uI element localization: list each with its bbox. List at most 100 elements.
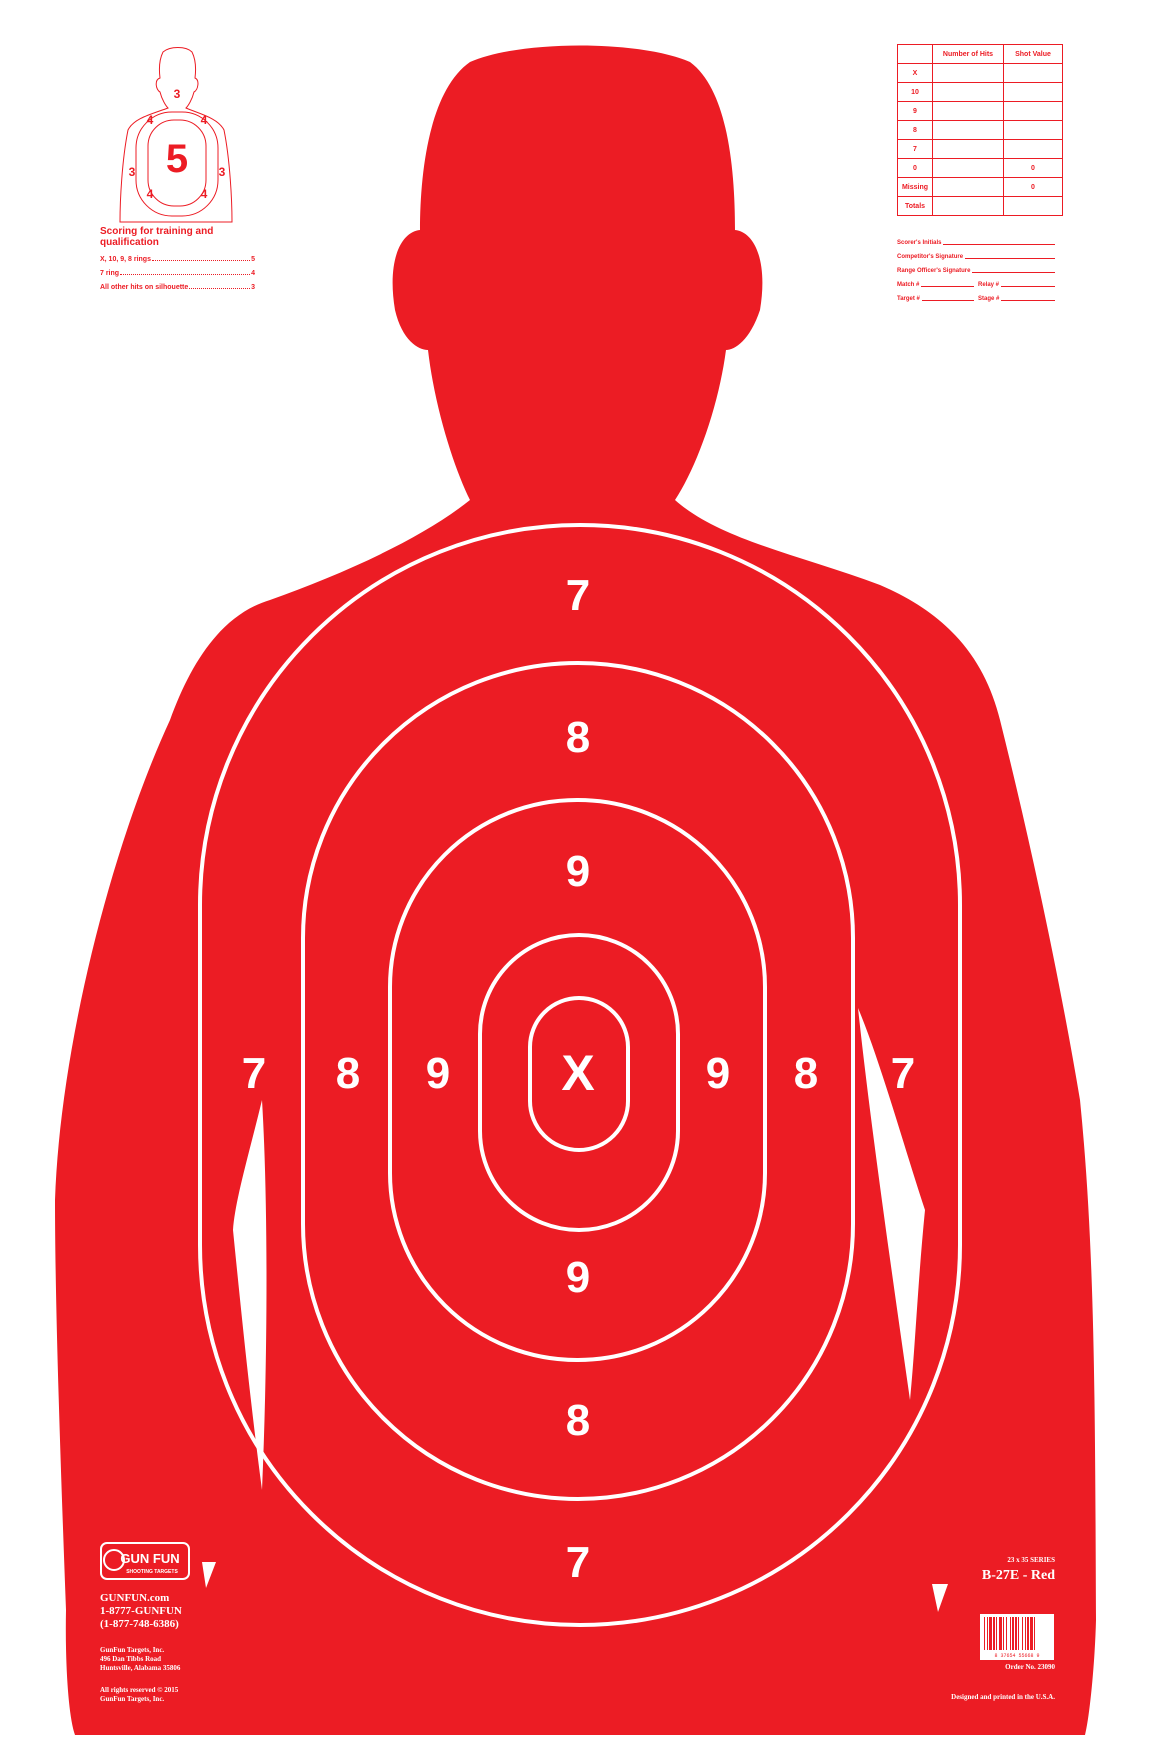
value-cell[interactable] — [1003, 82, 1063, 102]
row-label: Missing — [897, 177, 933, 197]
table-row: 10 — [897, 82, 1063, 102]
match-label: Match # — [897, 282, 920, 288]
row-label: 8 — [897, 120, 933, 140]
barcode-bar — [1003, 1617, 1004, 1650]
relay-line[interactable] — [1001, 286, 1055, 287]
barcode-bar — [984, 1617, 985, 1650]
arm-gap-left — [233, 1100, 267, 1490]
hits-cell[interactable] — [932, 196, 1004, 216]
legend-row-value: 3 — [251, 284, 255, 291]
hits-cell[interactable] — [932, 101, 1004, 121]
ring-label-9-bottom: 9 — [566, 1253, 590, 1302]
signature-block: Scorer's Initials Competitor's Signature… — [897, 232, 1055, 302]
value-cell[interactable] — [1003, 196, 1063, 216]
mini-label-shoulder-right: 4 — [201, 113, 208, 127]
legend-row-leader — [189, 284, 251, 289]
mini-label-top: 3 — [174, 87, 181, 101]
ring-9 — [388, 798, 767, 1362]
mini-label-hip-right: 4 — [201, 187, 208, 201]
ring-label-8-top: 8 — [566, 713, 590, 762]
barcode-bar — [987, 1617, 988, 1650]
sig-row-competitor: Competitor's Signature — [897, 246, 1055, 260]
value-cell[interactable] — [1003, 139, 1063, 159]
copyright: All rights reserved © 2015 GunFun Target… — [100, 1686, 178, 1704]
barcode-bar — [1025, 1617, 1026, 1650]
competitor-signature-label: Competitor's Signature — [897, 254, 964, 260]
row-label: 0 — [897, 158, 933, 178]
relay-label: Relay # — [978, 282, 1000, 288]
barcode-bars — [984, 1617, 1035, 1650]
logo-subtext: SHOOTING TARGETS — [126, 1569, 178, 1575]
gunfun-logo: GUN FUN SHOOTING TARGETS — [100, 1542, 190, 1580]
value-cell[interactable] — [1003, 120, 1063, 140]
match-line[interactable] — [921, 286, 974, 287]
ring-label-9-left: 9 — [426, 1049, 450, 1098]
ring-10 — [478, 933, 680, 1232]
value-cell[interactable] — [1003, 63, 1063, 83]
company-name: GunFun Targets, Inc. — [100, 1646, 165, 1654]
ring-label-8-right: 8 — [794, 1049, 818, 1098]
hits-cell[interactable] — [932, 82, 1004, 102]
table-row: 9 — [897, 101, 1063, 121]
sig-row-match-relay: Match # Relay # — [897, 274, 1055, 288]
mini-label-hip-left: 4 — [147, 187, 154, 201]
street-address: 496 Dan Tibbs Road — [100, 1655, 162, 1663]
series-label: 23 x 35 SERIES — [1007, 1556, 1055, 1564]
legend-row: All other hits on silhouette 3 — [100, 284, 255, 291]
row-label: 9 — [897, 101, 933, 121]
barcode-bar — [1022, 1617, 1023, 1650]
legend-row-value: 4 — [251, 270, 255, 277]
row-label: 7 — [897, 139, 933, 159]
made-in-usa: Designed and printed in the U.S.A. — [951, 1693, 1055, 1701]
barcode-bar — [1015, 1617, 1017, 1650]
ring-label-7-top: 7 — [566, 571, 590, 620]
arm-gap-right — [858, 1008, 925, 1400]
barcode-bar — [1027, 1617, 1029, 1650]
range-officer-signature-line[interactable] — [972, 272, 1055, 273]
row-label: Totals — [897, 196, 933, 216]
legend-row-leader — [151, 256, 251, 261]
barcode-bar — [1018, 1617, 1019, 1650]
score-table: Number of Hits Shot Value X 10 9 8 7 0 0… — [897, 44, 1063, 216]
stage-field: Stage # — [978, 296, 1055, 302]
table-row: Totals — [897, 196, 1063, 216]
mini-silhouette-outline — [119, 47, 233, 223]
hits-cell[interactable] — [932, 158, 1004, 178]
range-officer-signature-label: Range Officer's Signature — [897, 268, 971, 274]
stage-line[interactable] — [1001, 300, 1055, 301]
value-cell: 0 — [1003, 158, 1063, 178]
value-cell: 0 — [1003, 177, 1063, 197]
barcode-bar — [1012, 1617, 1014, 1650]
value-cell[interactable] — [1003, 101, 1063, 121]
website-link[interactable]: GUNFUN.com — [100, 1592, 170, 1604]
mini-label-center: 5 — [166, 137, 188, 181]
header-number-of-hits: Number of Hits — [932, 44, 1004, 64]
barcode-bar — [999, 1617, 1002, 1650]
ring-7 — [198, 523, 962, 1627]
silhouette-body — [55, 45, 1096, 1735]
logo-crosshair-icon — [103, 1549, 125, 1571]
ring-label-x: X — [561, 1045, 594, 1101]
row-label: 10 — [897, 82, 933, 102]
legend-row: 7 ring 4 — [100, 270, 255, 277]
competitor-signature-line[interactable] — [965, 258, 1055, 259]
sig-row-range-officer: Range Officer's Signature — [897, 260, 1055, 274]
target-line[interactable] — [921, 300, 974, 301]
ring-8 — [301, 661, 855, 1501]
row-label: X — [897, 63, 933, 83]
stage-label: Stage # — [978, 296, 1000, 302]
rights-company: GunFun Targets, Inc. — [100, 1695, 165, 1703]
table-row: X — [897, 63, 1063, 83]
ring-label-9-top: 9 — [566, 847, 590, 896]
hits-cell[interactable] — [932, 139, 1004, 159]
ring-label-7-right: 7 — [891, 1049, 915, 1098]
ring-x — [528, 996, 630, 1152]
scorer-initials-line[interactable] — [943, 244, 1055, 245]
hits-cell[interactable] — [932, 63, 1004, 83]
target-label: Target # — [897, 296, 920, 302]
ring-label-8-bottom: 8 — [566, 1396, 590, 1445]
hits-cell[interactable] — [932, 120, 1004, 140]
hits-cell[interactable] — [932, 177, 1004, 197]
header-blank — [897, 44, 933, 64]
scorer-initials-label: Scorer's Initials — [897, 240, 942, 246]
